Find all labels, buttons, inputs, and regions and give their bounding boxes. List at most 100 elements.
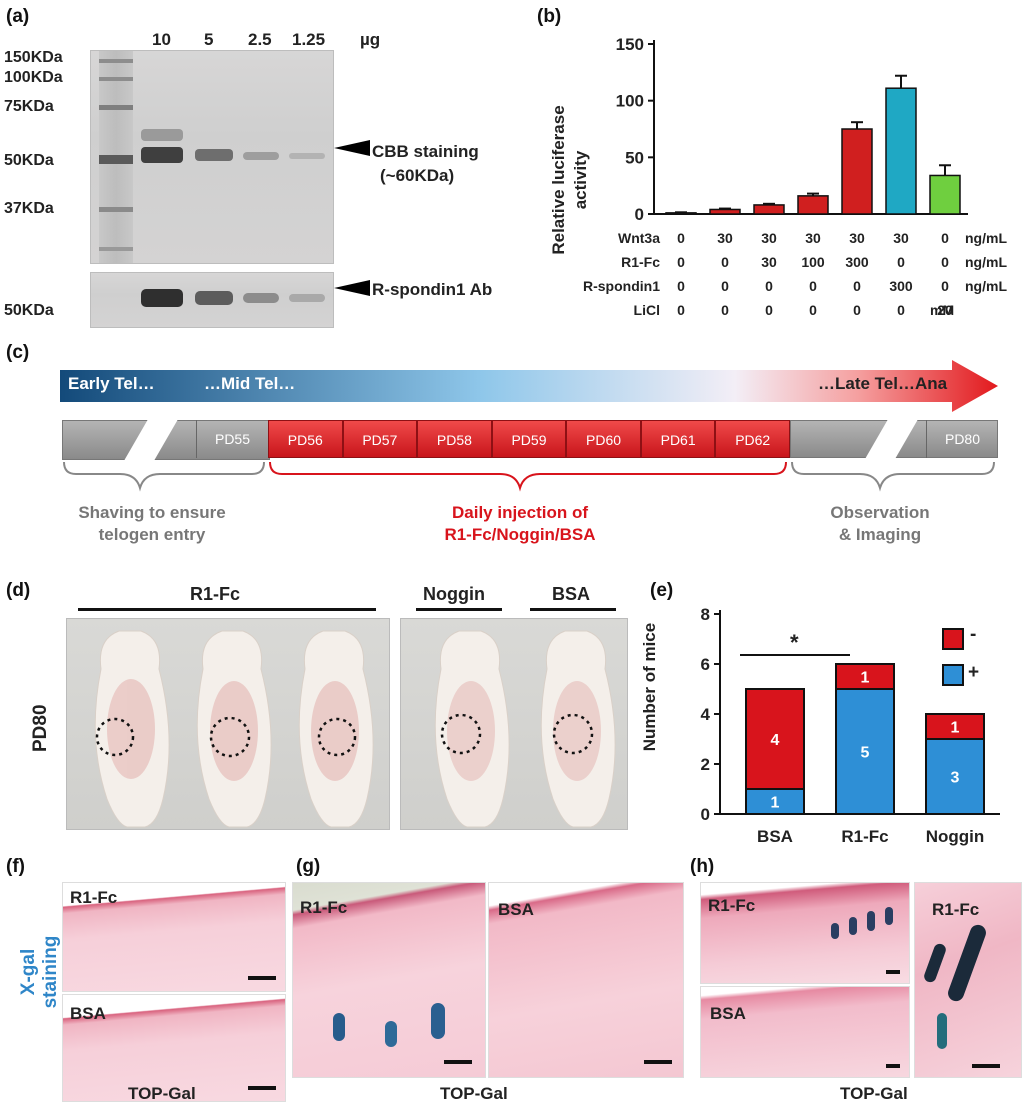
x-tick-label: Noggin — [926, 827, 985, 846]
stacked-bar-segment — [835, 663, 895, 690]
marker-label: 100KDa — [4, 69, 63, 86]
panel-h-label: (h) — [690, 856, 715, 877]
injection-note: Daily injection of R1-Fc/Noggin/BSA — [410, 502, 630, 546]
group-bar — [530, 608, 616, 611]
day-cell: PD80 — [926, 420, 998, 458]
y-tick-label: 8 — [701, 605, 710, 624]
condition-value: 0 — [809, 278, 817, 294]
bar — [885, 87, 917, 215]
photo-label: R1-Fc — [300, 898, 348, 917]
histology-photo-g-left — [292, 882, 486, 1078]
condition-value: 0 — [721, 254, 729, 270]
coomassie-gel-image — [90, 50, 334, 264]
condition-value: 0 — [721, 278, 729, 294]
caption-g: TOP-Gal — [440, 1084, 508, 1103]
caption-f: TOP-Gal — [128, 1084, 196, 1103]
condition-value: 0 — [721, 302, 729, 318]
western-blot-image — [90, 272, 334, 328]
panel-b-label: (b) — [537, 6, 562, 27]
segment-label: 3 — [951, 770, 960, 787]
y-tick-label: 0 — [635, 205, 644, 224]
stacked-bar-segment — [925, 738, 985, 815]
segment-label: 1 — [861, 670, 870, 687]
legend-swatch-positive — [942, 664, 964, 686]
phase-mid-label: …Mid Tel… — [204, 374, 296, 393]
pd80-side-label: PD80 — [30, 704, 51, 752]
bar — [665, 212, 697, 215]
legend-swatch-negative — [942, 628, 964, 650]
condition-value: 300 — [889, 278, 913, 294]
histology-photo-f-top — [62, 882, 286, 992]
antibody-label: R-spondin1 Ab — [372, 280, 493, 299]
lane-label: 2.5 — [248, 30, 272, 49]
lane-label: 5 — [204, 30, 214, 49]
day-cell: PD56 — [268, 420, 343, 458]
photo-label: R1-Fc — [70, 888, 118, 907]
condition-table: Wnt3a R1-Fc R-spondin1 LiCl 0 30 30 30 30 30 0… — [583, 230, 1020, 330]
photo-label: R1-Fc — [708, 896, 756, 915]
condition-value: 0 — [941, 278, 949, 294]
lane-label: 1.25 — [292, 30, 326, 49]
condition-value: 30 — [805, 230, 821, 246]
mice-stacked-bar-chart: 0 2 4 6 8 1 4 BSA 5 1 R1-Fc 3 1 Noggin — [701, 605, 1000, 846]
scale-bar — [972, 1064, 1000, 1068]
condition-value: 0 — [941, 254, 949, 270]
condition-value: 30 — [717, 230, 733, 246]
segment-label: 5 — [861, 745, 870, 762]
photo-label: BSA — [70, 1004, 106, 1023]
condition-value: 30 — [893, 230, 909, 246]
group-label-noggin: Noggin — [423, 584, 485, 604]
lane-unit: µg — [360, 30, 381, 49]
condition-value: 0 — [677, 254, 685, 270]
scale-bar — [248, 1086, 276, 1090]
panel-f-label: (f) — [6, 856, 25, 877]
marker-label: 75KDa — [4, 98, 54, 115]
caption-h: TOP-Gal — [840, 1084, 908, 1103]
group-bar — [416, 608, 502, 611]
scale-bar — [886, 1064, 900, 1068]
condition-value: 0 — [677, 230, 685, 246]
condition-value: 0 — [897, 302, 905, 318]
luciferase-bar-chart: 0 50 100 150 — [616, 35, 968, 224]
histology-photo-f-bottom — [62, 994, 286, 1102]
panel-a-label: (a) — [6, 6, 30, 27]
condition-value: 0 — [809, 302, 817, 318]
xgal-side-label: X-gal staining — [18, 935, 61, 1009]
condition-value: 30 — [761, 254, 777, 270]
bar — [709, 208, 741, 215]
panel-c-label: (c) — [6, 342, 30, 363]
group-label-bsa: BSA — [552, 584, 591, 604]
y-tick-label: 150 — [616, 35, 644, 54]
scale-bar — [886, 970, 900, 974]
day-cell: PD58 — [417, 420, 492, 458]
y-tick-label: 6 — [701, 655, 710, 674]
condition-value: 0 — [765, 302, 773, 318]
day-cell: PD55 — [196, 420, 268, 458]
panel-g-label: (g) — [296, 856, 321, 877]
shaving-note: Shaving to ensure telogen entry — [52, 502, 252, 546]
photo-label: BSA — [710, 1004, 746, 1023]
panel-e-label: (e) — [650, 580, 674, 601]
condition-unit: ng/mL — [965, 254, 1007, 270]
lane-label: 10 — [152, 30, 171, 49]
condition-value: 20 — [937, 302, 953, 318]
scale-bar — [644, 1060, 672, 1064]
gel-lane-labels: 10 5 2.5 1.25 — [152, 30, 372, 50]
condition-unit: ng/mL — [965, 278, 1007, 294]
segment-label: 1 — [771, 795, 780, 812]
marker-label: 50KDa — [4, 302, 54, 319]
histology-photo-g-right — [488, 882, 684, 1078]
significance-line — [740, 654, 850, 656]
condition-name: R1-Fc — [621, 254, 660, 270]
mice-y-axis-title: Number of mice — [640, 622, 659, 752]
cbb-annotation: CBB staining (~60KDa) — [372, 140, 479, 188]
note-line: telogen entry — [98, 525, 206, 544]
photo-label: BSA — [498, 900, 534, 919]
day-cell: PD59 — [491, 420, 567, 458]
segment-label: 1 — [951, 720, 960, 737]
condition-value: 30 — [849, 230, 865, 246]
mice-photo-r1fc — [66, 618, 390, 830]
bar — [929, 174, 961, 215]
y-axis-title-line: activity — [571, 150, 590, 210]
condition-name: Wnt3a — [618, 230, 660, 246]
